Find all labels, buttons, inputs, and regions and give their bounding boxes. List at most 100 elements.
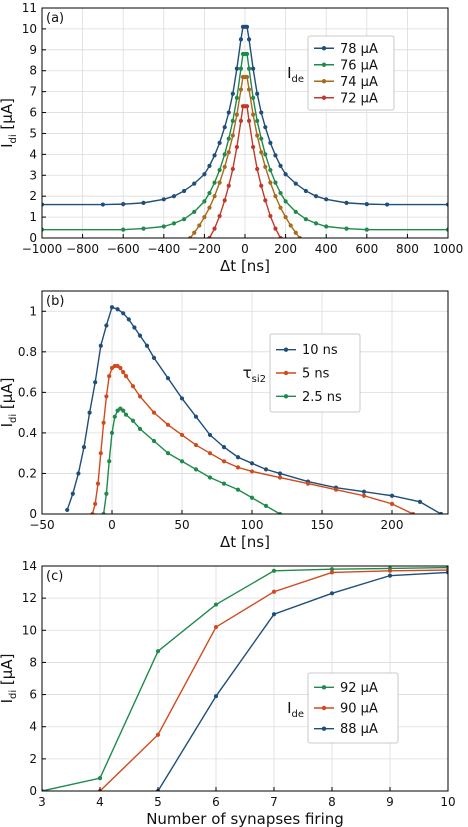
data-point [123,412,129,417]
data-point [387,568,393,573]
data-point [98,343,103,348]
data-point [193,442,199,448]
data-point [277,511,283,514]
legend-title: τsi2 [243,364,266,385]
y-tick-label: 5 [29,126,37,140]
y-tick-label: 12 [22,591,37,605]
data-point [182,188,187,194]
data-point [387,573,393,578]
data-point [192,181,197,186]
data-point [230,166,235,172]
x-tick-label: −200 [188,242,221,256]
data-point [226,136,231,141]
data-point [283,214,288,220]
data-point [417,499,423,504]
data-point [297,235,302,238]
data-point [438,511,444,514]
data-point [259,150,264,155]
data-point [197,223,202,228]
data-point [121,408,126,413]
data-point [137,394,143,399]
x-tick-label: 150 [311,518,334,532]
data-point [151,355,157,360]
data-point [234,66,239,71]
data-point [235,487,241,492]
data-point [221,445,227,450]
data-point [288,223,293,228]
data-point [263,467,269,472]
x-axis-label: Number of synapses firing [146,810,344,827]
data-point [344,200,349,205]
data-point [161,197,166,202]
x-tick-label: 50 [174,518,189,532]
data-point [217,140,222,145]
data-point [93,501,98,506]
legend-swatch-marker [321,95,327,100]
data-point [271,589,277,594]
data-point [207,205,212,210]
legend-box [269,333,361,413]
data-point [305,481,311,486]
data-point [329,570,335,575]
data-point [273,194,278,199]
data-point [303,217,308,222]
data-point [141,226,146,231]
data-point [389,501,395,506]
data-point [263,164,268,170]
data-point [273,180,278,185]
x-tick-label: 100 [241,518,264,532]
data-point [93,380,98,385]
legend-swatch-marker [321,705,327,711]
data-point [238,118,244,124]
data-point [313,221,319,226]
data-point [107,459,112,464]
data-point [101,420,106,425]
data-point [268,180,273,185]
data-point [101,511,106,514]
legend-swatch-marker [321,726,327,731]
x-tick-label: 1000 [433,242,464,256]
legend-box [307,35,395,111]
series-88-μA [155,570,448,791]
data-point [268,140,273,145]
y-tick-label: 0.4 [18,426,37,440]
legend-swatch-marker [321,46,327,51]
data-point [121,369,126,375]
legend-entry-label: 88 μA [340,722,378,737]
data-point [151,438,157,444]
legend-entry-label: 2.5 ns [302,390,342,405]
data-point [263,125,268,130]
data-point [193,414,199,419]
data-point [126,317,131,322]
data-point [212,194,217,199]
legend-title: Ide [287,699,304,720]
data-point [65,507,70,513]
data-point [221,459,227,464]
y-tick-label: 14 [22,559,37,573]
y-tick-label: 2 [29,189,37,203]
series-72-μA [207,104,283,238]
data-point [251,112,256,117]
data-point [364,202,369,207]
data-point [207,475,213,480]
data-point [217,180,222,185]
data-point [249,495,255,500]
data-point [107,374,112,379]
data-point [109,305,115,310]
x-tick-label: 0 [108,518,116,532]
data-point [137,333,143,338]
data-point [42,788,45,791]
data-point [112,414,117,419]
data-point [213,694,219,699]
panel-label: (b) [46,294,64,309]
y-tick-label: 9 [29,43,37,57]
data-point [192,230,197,235]
x-tick-label: −600 [107,242,140,256]
data-point [130,384,136,389]
data-point [202,214,207,220]
data-point [179,432,185,438]
y-tick-label: 7 [29,85,37,99]
data-point [278,235,283,238]
data-point [179,396,185,401]
